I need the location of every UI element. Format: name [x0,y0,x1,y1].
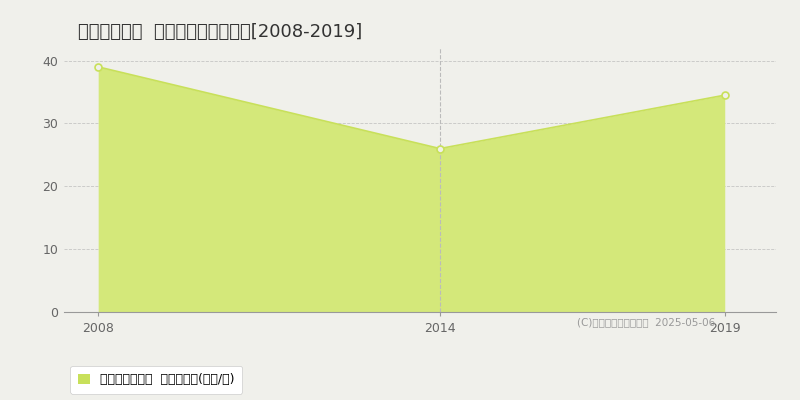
Text: 和歌山市中島  マンション価格推移[2008-2019]: 和歌山市中島 マンション価格推移[2008-2019] [78,23,362,41]
Point [92,64,105,70]
Text: (C)土地価格ドットコム  2025-05-06: (C)土地価格ドットコム 2025-05-06 [577,318,715,328]
Legend: マンション価格  平均坪単価(万円/坪): マンション価格 平均坪単価(万円/坪) [70,366,242,394]
Point [434,145,446,152]
Point [718,92,731,98]
